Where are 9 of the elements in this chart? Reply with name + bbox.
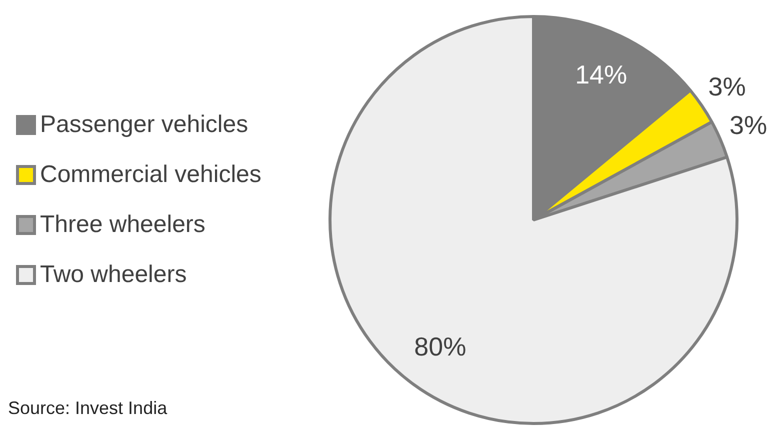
legend-label: Three wheelers bbox=[40, 211, 206, 239]
legend-label: Two wheelers bbox=[40, 261, 187, 289]
data-label: 3% bbox=[708, 72, 746, 102]
legend-label: Passenger vehicles bbox=[40, 111, 248, 139]
data-label: 3% bbox=[729, 110, 768, 140]
data-label: 80% bbox=[414, 332, 466, 362]
source-note: Source: Invest India bbox=[8, 398, 168, 419]
legend-label: Commercial vehicles bbox=[40, 161, 262, 189]
data-label: 14% bbox=[575, 60, 628, 90]
